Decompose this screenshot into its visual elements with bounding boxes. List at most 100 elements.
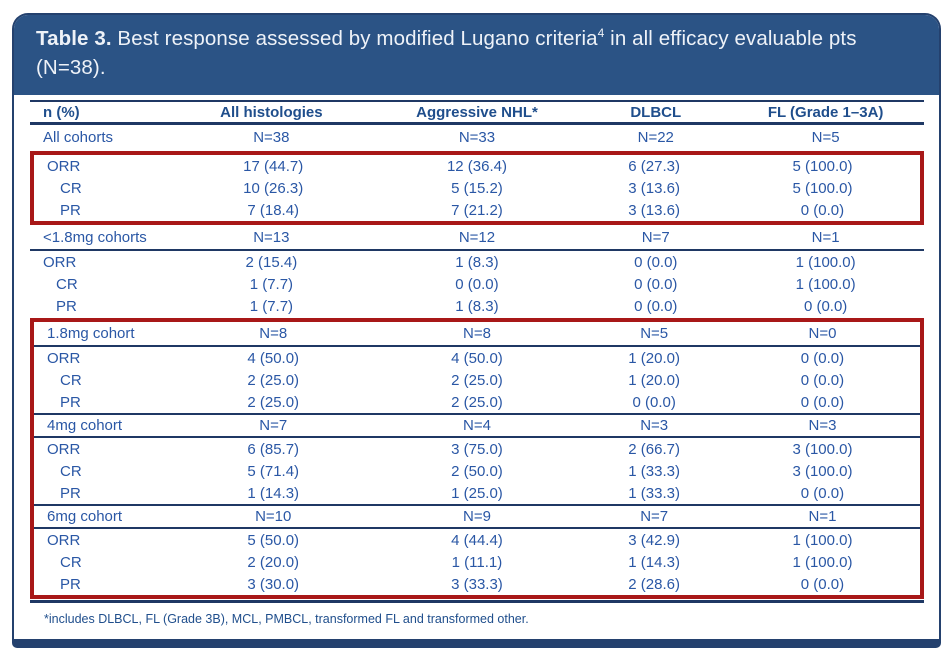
table-cell: 1 (8.3) xyxy=(455,253,499,271)
cohort-row: All cohorts N=38 N=33 N=22 N=5 xyxy=(30,125,924,150)
table-cell: n (%) xyxy=(43,103,80,121)
table-cell: 1 (7.7) xyxy=(249,275,294,293)
table-cell: 0 (0.0) xyxy=(800,201,845,219)
table-cell: PR xyxy=(56,297,77,315)
response-row: ORR 4 (50.0) 4 (50.0) 1 (20.0) 0 (0.0) xyxy=(34,347,920,369)
table-cell: 1 (8.3) xyxy=(455,297,499,315)
response-row: PR 3 (30.0) 3 (33.3) 2 (28.6) 0 (0.0) xyxy=(34,573,920,595)
response-row: ORR 6 (85.7) 3 (75.0) 2 (66.7) 3 (100.0) xyxy=(34,438,920,460)
table-cell: 4 (50.0) xyxy=(247,349,300,367)
table-cell: N=7 xyxy=(640,508,669,526)
table-cell: 1 (20.0) xyxy=(628,349,680,367)
table-footnote: *includes DLBCL, FL (Grade 3B), MCL, PMB… xyxy=(44,612,529,627)
table-cell: 1 (20.0) xyxy=(628,371,680,389)
table-cell: 3 (100.0) xyxy=(792,440,853,458)
table-bottom-rule xyxy=(30,600,924,604)
table-title-text-end: in all efficacy evaluable pts (N=38). xyxy=(36,27,857,80)
table-cell: 1 (14.3) xyxy=(628,553,680,571)
cohort-row: 6mg cohort N=10 N=9 N=7 N=1 xyxy=(34,504,920,530)
table-title-text: Best response assessed by modified Lugan… xyxy=(111,27,598,50)
table-cell: 2 (50.0) xyxy=(451,462,503,480)
table-cell: 6 (85.7) xyxy=(247,440,300,458)
response-row: PR 2 (25.0) 2 (25.0) 0 (0.0) 0 (0.0) xyxy=(34,391,920,413)
table-title-citation: 4 xyxy=(597,26,605,41)
response-row: CR 10 (26.3) 5 (15.2) 3 (13.6) 5 (100.0) xyxy=(34,177,920,199)
page: Table 3. Best response assessed by modif… xyxy=(12,13,941,648)
table-cell: N=4 xyxy=(463,417,491,435)
table-cell: 7 (18.4) xyxy=(247,201,300,219)
response-row: ORR 17 (44.7) 12 (36.4) 6 (27.3) 5 (100.0) xyxy=(34,155,920,177)
cohort-row: 4mg cohort N=7 N=4 N=3 N=3 xyxy=(34,413,920,439)
table-cell: 5 (15.2) xyxy=(451,179,503,197)
table-cell: 5 (50.0) xyxy=(247,531,300,549)
cohort-row: <1.8mg cohorts N=13 N=12 N=7 N=1 xyxy=(30,226,924,252)
table-cell: PR xyxy=(60,484,81,502)
column-header-row: n (%) All histologies Aggressive NHL* DLBCL… xyxy=(30,100,924,126)
table-cell: 0 (0.0) xyxy=(800,371,845,389)
table-cell: 4 (44.4) xyxy=(451,531,503,549)
table-cell: 3 (100.0) xyxy=(792,462,853,480)
table-title-label: Table 3. xyxy=(36,27,112,50)
response-row: CR 1 (7.7) 0 (0.0) 0 (0.0) 1 (100.0) xyxy=(30,273,924,295)
table-cell: 7 (21.2) xyxy=(451,201,503,219)
table-cell: 0 (0.0) xyxy=(803,297,848,315)
table-cell: N=8 xyxy=(463,325,491,343)
table-cell: 3 (33.3) xyxy=(451,575,503,593)
table-card: Table 3. Best response assessed by modif… xyxy=(12,13,941,648)
table-cell: DLBCL xyxy=(630,103,682,121)
table-cell: ORR xyxy=(43,253,77,271)
table-cell: CR xyxy=(60,462,82,480)
table-cell: N=10 xyxy=(255,508,292,526)
table-cell: PR xyxy=(60,201,81,219)
table-cell: 0 (0.0) xyxy=(800,575,845,593)
table-cell: ORR xyxy=(47,157,81,175)
table-cell: 0 (0.0) xyxy=(800,484,845,502)
table-cell: 4mg cohort xyxy=(47,417,123,435)
table-cell: 0 (0.0) xyxy=(634,297,678,315)
table-cell: N=9 xyxy=(463,508,491,526)
response-row: PR 1 (14.3) 1 (25.0) 1 (33.3) 0 (0.0) xyxy=(34,482,920,504)
table-cell: 1 (11.1) xyxy=(451,553,503,571)
table-cell: 1 (100.0) xyxy=(795,275,856,293)
highlight-box-dose-cohorts: 1.8mg cohort N=8 N=8 N=5 N=0 ORR 4 (50.0) 4 (50… xyxy=(30,318,924,600)
table-cell: 2 (25.0) xyxy=(451,393,503,411)
table-cell: N=5 xyxy=(640,325,669,343)
table-cell: N=1 xyxy=(808,508,837,526)
table-cell: 2 (66.7) xyxy=(628,440,680,458)
table-cell: 2 (20.0) xyxy=(247,553,300,571)
table-cell: 5 (71.4) xyxy=(247,462,300,480)
response-row: CR 2 (20.0) 1 (11.1) 1 (14.3) 1 (100.0) xyxy=(34,551,920,573)
table-cell: N=38 xyxy=(253,129,290,147)
table-cell: 1 (7.7) xyxy=(249,297,294,315)
table-cell: FL (Grade 1–3A) xyxy=(767,103,884,121)
table-cell: 3 (13.6) xyxy=(628,179,680,197)
table-cell: N=7 xyxy=(259,417,288,435)
table-cell: 4 (50.0) xyxy=(451,349,503,367)
table-cell: N=22 xyxy=(637,129,674,147)
table-cell: N=0 xyxy=(808,325,837,343)
response-row: PR 1 (7.7) 1 (8.3) 0 (0.0) 0 (0.0) xyxy=(30,295,924,317)
table-cell: N=7 xyxy=(641,229,670,247)
table-cell: 6 (27.3) xyxy=(628,157,680,175)
table-cell: 0 (0.0) xyxy=(634,253,678,271)
table-cell: N=12 xyxy=(458,229,496,247)
table-cell: 1 (100.0) xyxy=(792,531,853,549)
response-row: CR 5 (71.4) 2 (50.0) 1 (33.3) 3 (100.0) xyxy=(34,460,920,482)
table-cell: 1 (100.0) xyxy=(792,553,853,571)
table-cell: 3 (42.9) xyxy=(628,531,680,549)
table-cell: N=3 xyxy=(640,417,669,435)
table-cell: 2 (28.6) xyxy=(628,575,680,593)
table-cell: N=1 xyxy=(811,229,840,247)
table-cell: 2 (25.0) xyxy=(451,371,503,389)
table-cell: N=3 xyxy=(808,417,837,435)
table-cell: CR xyxy=(60,371,82,389)
table-cell: 1 (33.3) xyxy=(628,484,680,502)
table-cell: 2 (15.4) xyxy=(245,253,298,271)
table-cell: 12 (36.4) xyxy=(446,157,507,175)
table-cell: 6mg cohort xyxy=(47,508,123,526)
table-cell: N=33 xyxy=(458,129,496,147)
table-cell: ORR xyxy=(47,440,81,458)
table-cell: 17 (44.7) xyxy=(243,157,304,175)
table-cell: 1 (25.0) xyxy=(451,484,503,502)
table-cell: CR xyxy=(60,179,82,197)
